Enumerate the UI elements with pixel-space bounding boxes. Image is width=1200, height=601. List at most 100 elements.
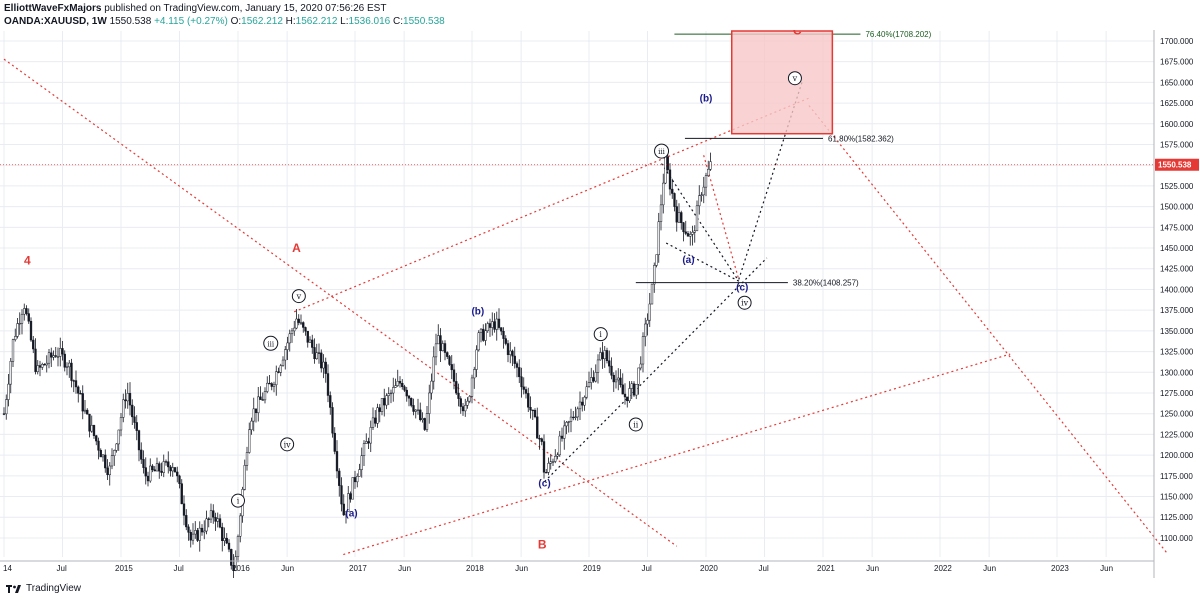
candle-body [374,417,377,424]
wedge-upper-line [661,163,740,282]
candle-body [434,343,438,358]
candle-body [122,399,125,418]
tradingview-brand[interactable]: TradingView [6,583,81,594]
candle-body [18,322,21,325]
candle-body [331,407,334,434]
candle-body [639,363,642,369]
candle-body [459,398,462,407]
candle-body [203,530,206,533]
candle-body [671,188,674,194]
candle-body [439,335,442,351]
price-chart[interactable]: 76.40%(1708.202) 61.80%(1582.362) 38.20%(1… [0,0,1200,578]
candle-body [583,396,586,406]
y-tick-label: 1500.000 [1160,203,1194,212]
wave-label: ii [633,420,639,429]
candle-body [461,406,465,412]
candle-body [369,427,372,444]
drop-to-iv-line [703,155,740,280]
candle-body [279,365,282,373]
y-tick-label: 1175.000 [1160,472,1193,481]
symbol-name[interactable]: OANDA:XAUUSD, 1W [4,16,107,27]
candle-body [558,435,561,456]
candle-body [61,348,64,355]
candle-body [302,322,305,328]
wave-label: (a) [345,508,357,519]
candle-body [376,407,379,424]
candle-body [308,339,312,343]
candle-body [572,416,575,419]
candle-body [344,511,348,516]
candle-body [101,454,105,458]
target-zone-box[interactable] [730,30,834,135]
candle-body [394,385,397,388]
candle-body [518,367,521,378]
candle-body [270,383,273,387]
candle-body [315,352,318,360]
candle-body [245,452,249,466]
candlesticks[interactable] [2,145,712,578]
grid-lines [0,31,1154,557]
candle-body [464,405,467,412]
candle-body [686,233,690,237]
candle-body [592,377,595,382]
last-price-tag [1155,158,1199,171]
candle-body [81,393,84,412]
candle-body [322,361,325,369]
candle-body [97,440,100,451]
candle-body [338,470,341,486]
candle-body [551,461,555,463]
candle-body [239,515,242,537]
candle-body [65,366,69,368]
candle-body [110,455,114,467]
candle-body [230,549,233,566]
candle-body [216,518,219,522]
descending-channel-line [3,58,678,547]
candle-body [554,456,557,462]
candle-body [482,328,485,341]
candle-body [632,383,636,396]
candle-body [646,319,649,325]
candle-body [266,382,269,392]
candle-body [236,536,240,557]
y-tick-label: 1625.000 [1160,99,1194,108]
candle-body [617,377,620,381]
candle-body [475,349,478,370]
x-tick-label: Jul [759,564,769,573]
target-zone [730,30,834,135]
y-tick-label: 1375.000 [1160,306,1194,315]
candle-body [437,335,440,345]
candle-body [16,323,19,337]
wave-label: (c) [736,282,748,293]
projection-down-line [808,105,1169,555]
y-tick-label: 1575.000 [1160,140,1194,149]
candle-body [284,349,287,361]
candle-body [45,362,48,366]
candle-body [560,435,564,439]
candle-body [398,381,402,384]
candle-body [131,404,134,418]
wave-circle [263,335,279,351]
candle-body [178,475,181,484]
published-text: published on TradingView.com, January 15… [104,3,387,14]
y-tick-label: 1525.000 [1160,182,1194,191]
y-tick-label: 1325.000 [1160,348,1194,357]
candle-body [167,461,170,468]
x-tick-label: 2017 [349,564,367,573]
wave-label: v [296,292,302,301]
candle-body [387,393,390,396]
candle-body [144,467,147,477]
candle-body [32,339,35,350]
x-tick-label: Jun [866,564,879,573]
x-tick-label: 14 [3,564,12,573]
candle-body [108,465,111,476]
publish-line: ElliottWaveFxMajors published on Trading… [4,3,386,14]
candle-body [59,348,62,357]
candle-body [522,386,525,390]
candle-body [335,451,339,472]
x-tick-label: 2022 [934,564,952,573]
candle-body [587,382,591,388]
candle-body [113,450,116,456]
y-tick-label: 1425.000 [1160,265,1194,274]
publisher-name[interactable]: ElliottWaveFxMajors [4,3,102,14]
candle-body [124,399,127,402]
